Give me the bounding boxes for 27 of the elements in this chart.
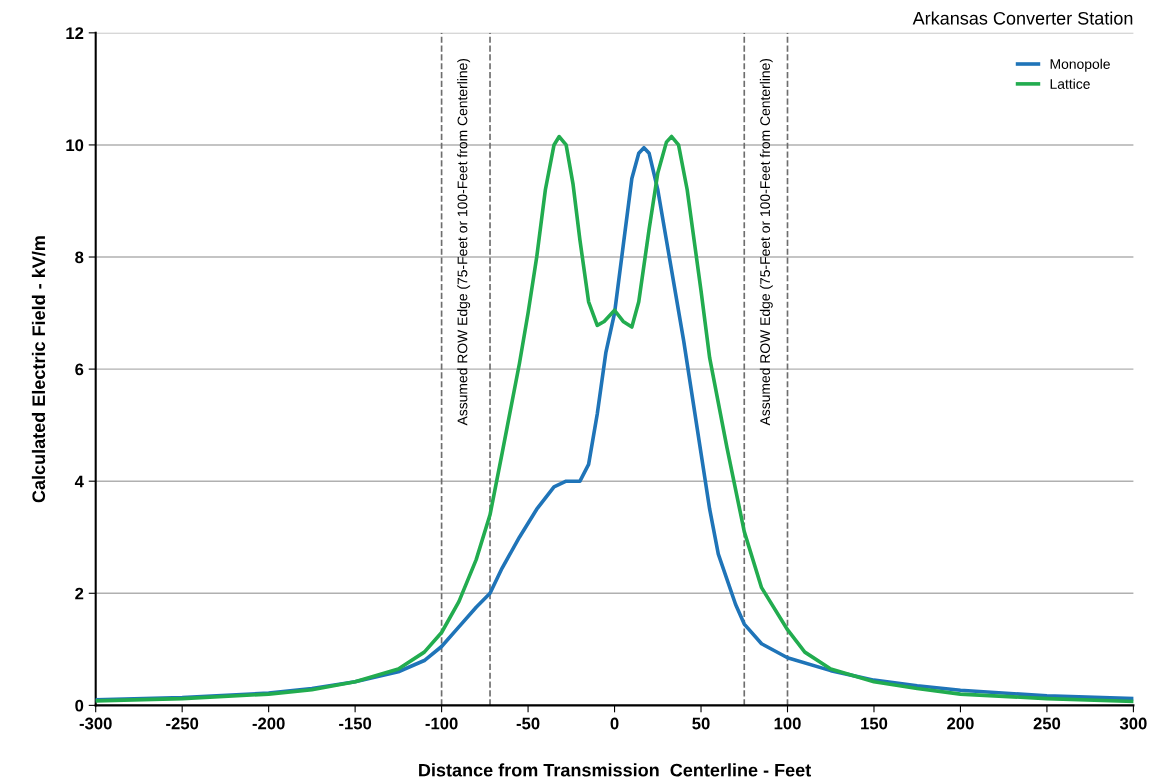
x-tick-label: -200 — [252, 717, 285, 730]
x-tick-label: 200 — [947, 717, 974, 730]
y-tick-label: 2 — [75, 587, 84, 600]
x-tick-label: -300 — [79, 717, 112, 730]
x-axis-title: Distance from Transmission Centerline - Feet — [419, 763, 811, 777]
y-tick-label: 12 — [66, 27, 84, 39]
x-tick-label: 250 — [1033, 717, 1061, 730]
legend-label: Monopole — [1050, 58, 1110, 72]
x-tick-label: 0 — [610, 717, 619, 730]
x-tick-label: 50 — [692, 717, 710, 730]
x-tick-label: -150 — [339, 717, 372, 730]
y-tick-label: 0 — [75, 699, 84, 712]
x-tick-label: 300 — [1119, 717, 1147, 730]
x-tick-label: 150 — [861, 717, 888, 730]
ref-line-label: Assumed ROW Edge (75-Feet or 100-Feet from Centerline) — [457, 58, 471, 426]
y-tick-label: 8 — [75, 251, 84, 264]
x-tick-label: -250 — [166, 717, 199, 730]
x-tick-label: -100 — [425, 717, 458, 730]
ref-line-label: Assumed ROW Edge (75-Feet or 100-Feet from Centerline) — [759, 58, 773, 426]
chart-title: Arkansas Converter Station — [912, 11, 1133, 25]
y-axis-title: Calculated Electric Field - kV/m — [31, 236, 46, 503]
x-tick-label: 100 — [774, 717, 801, 730]
y-tick-label: 4 — [74, 475, 84, 488]
y-tick-label: 10 — [66, 139, 84, 152]
x-tick-label: -50 — [516, 717, 540, 730]
y-tick-label: 6 — [75, 363, 84, 376]
legend-label: Lattice — [1050, 78, 1090, 89]
